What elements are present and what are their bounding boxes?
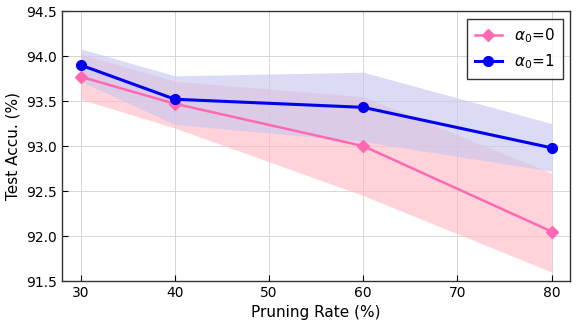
$\alpha_0$=1: [77, 63, 84, 67]
$\alpha_0$=1: [548, 146, 555, 150]
$\alpha_0$=1: [172, 97, 179, 101]
$\alpha_0$=0: [77, 75, 84, 79]
Legend: $\alpha_0$=0, $\alpha_0$=1: $\alpha_0$=0, $\alpha_0$=1: [467, 19, 563, 79]
$\alpha_0$=0: [548, 230, 555, 233]
Y-axis label: Test Accu. (%): Test Accu. (%): [6, 92, 21, 200]
$\alpha_0$=1: [360, 105, 367, 109]
$\alpha_0$=0: [360, 144, 367, 148]
X-axis label: Pruning Rate (%): Pruning Rate (%): [251, 305, 381, 320]
$\alpha_0$=0: [172, 102, 179, 106]
Line: $\alpha_0$=1: $\alpha_0$=1: [76, 60, 556, 153]
Line: $\alpha_0$=0: $\alpha_0$=0: [77, 73, 556, 236]
